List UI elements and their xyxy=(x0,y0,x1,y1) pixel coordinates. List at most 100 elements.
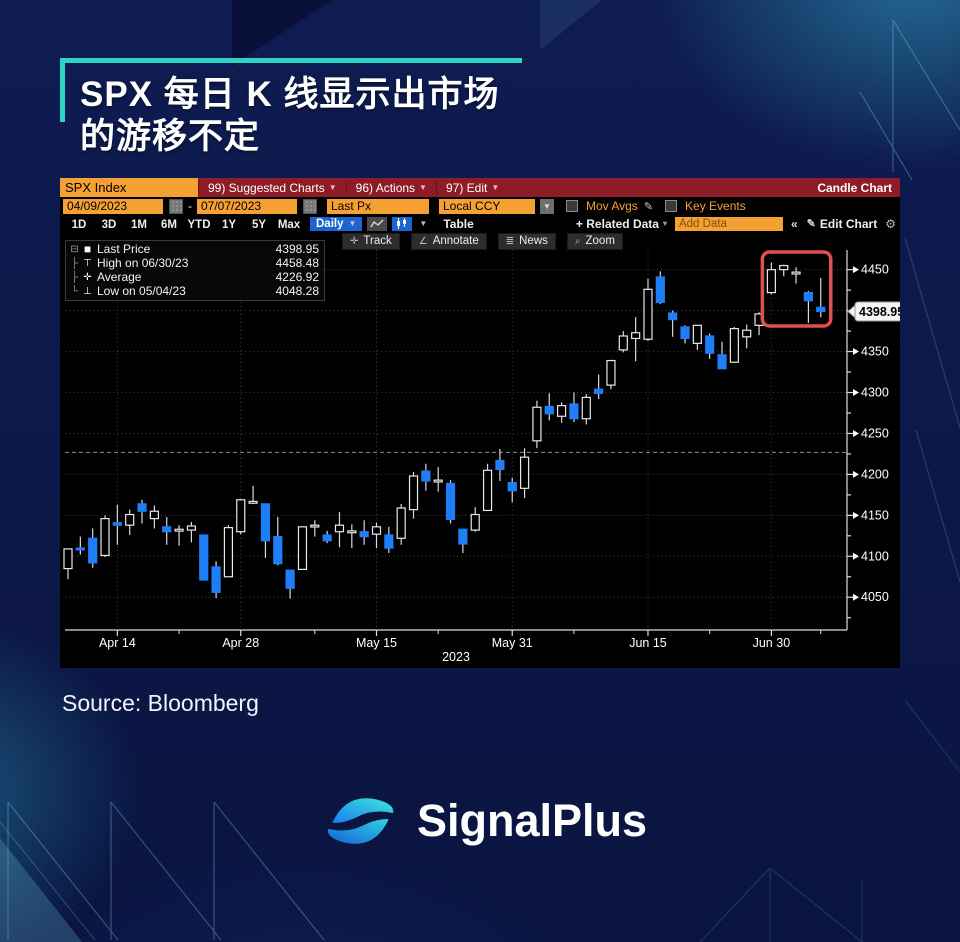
menu-actions[interactable]: 96) Actions ▼ xyxy=(345,180,436,195)
candle-04/14 xyxy=(112,504,122,545)
candle-body xyxy=(248,500,258,504)
candle-04/11 xyxy=(75,536,85,555)
candle-06/08 xyxy=(581,394,591,425)
date-separator: - xyxy=(188,199,192,213)
signalplus-logo-icon xyxy=(327,798,394,844)
candle-body xyxy=(532,406,542,442)
candle-body xyxy=(334,524,345,533)
chart-legend: ⊟ ■ Last Price 4398.95 ├ ⊤ High on 06/30/23 445… xyxy=(65,240,325,301)
range-button-ytd[interactable]: YTD xyxy=(187,218,211,231)
range-button-5y[interactable]: 5Y xyxy=(251,218,267,231)
candle-07/03 xyxy=(779,264,789,277)
candle-05/03 xyxy=(273,516,283,566)
candle-body xyxy=(162,526,172,533)
terminal-range-row: 1D 3D 1M 6M YTD 1Y 5Y Max Daily ▼ ▼ Table + Rela… xyxy=(60,215,900,232)
candle-body xyxy=(384,534,394,549)
calendar-icon[interactable] xyxy=(303,198,317,214)
price-field-select[interactable]: Last Px xyxy=(327,198,429,214)
candle-05/01 xyxy=(248,485,258,504)
collapse-button[interactable]: « xyxy=(790,216,798,231)
title-accent-line xyxy=(60,58,522,63)
candle-body xyxy=(199,534,209,581)
candle-06/07 xyxy=(569,392,579,422)
candle-06/20 xyxy=(668,310,678,337)
candle-body xyxy=(655,276,665,304)
candle-07/07 xyxy=(816,277,826,318)
mov-avgs-checkbox[interactable] xyxy=(566,200,578,212)
tool-zoom-button[interactable]: ⌕ Zoom xyxy=(566,232,623,250)
chevron-down-icon[interactable]: ▼ xyxy=(419,219,428,228)
legend-row-low-on-05-04-23[interactable]: └ ⊥ Low on 05/04/23 4048.28 xyxy=(69,284,319,298)
candle-body xyxy=(125,513,135,526)
range-button-max[interactable]: Max xyxy=(277,218,301,231)
range-button-1m[interactable]: 1M xyxy=(131,218,147,231)
range-button-1d[interactable]: 1D xyxy=(71,218,87,231)
candle-04/25 xyxy=(199,534,209,581)
calendar-icon[interactable] xyxy=(169,198,183,214)
candle-body xyxy=(618,335,628,351)
candle-body xyxy=(482,469,493,512)
add-data-input[interactable]: Add Data xyxy=(674,216,783,231)
legend-value: 4226.92 xyxy=(275,270,319,284)
title-accent-bar xyxy=(60,58,65,122)
legend-row-high-on-06-30-23[interactable]: ├ ⊤ High on 06/30/23 4458.48 xyxy=(69,256,319,270)
candle-body xyxy=(371,526,382,535)
candle-body xyxy=(519,456,530,489)
range-button-1y[interactable]: 1Y xyxy=(221,218,237,231)
candle-06/09 xyxy=(594,374,604,400)
menu-suggested-charts[interactable]: 99) Suggested Charts ▼ xyxy=(198,180,346,195)
line-chart-icon[interactable] xyxy=(367,216,388,231)
candle-body xyxy=(223,527,234,578)
candle-06/12 xyxy=(606,359,616,390)
legend-label: Low on 05/04/23 xyxy=(97,284,186,298)
candle-05/24 xyxy=(458,528,468,554)
brand-footer: SignalPlus xyxy=(0,790,960,852)
tool-label: Zoom xyxy=(585,235,615,247)
pencil-icon[interactable]: ✎ xyxy=(643,200,654,213)
terminal-range-row-right: + Related Data ▾ Add Data « ✎ Edit Chart ⚙ xyxy=(575,216,900,231)
candle-body xyxy=(766,269,776,294)
candle-body xyxy=(260,503,271,542)
gear-icon[interactable]: ⚙ xyxy=(885,216,896,231)
tool-news-button[interactable]: ≣ News xyxy=(497,232,556,250)
candle-body xyxy=(322,534,332,542)
candle-body xyxy=(680,326,690,340)
candle-body xyxy=(347,530,357,534)
menu-edit[interactable]: 97) Edit ▼ xyxy=(435,180,508,195)
legend-row-last-price[interactable]: ⊟ ■ Last Price 4398.95 xyxy=(69,242,319,256)
chevron-down-icon[interactable]: ▼ xyxy=(540,198,554,214)
candle-body xyxy=(408,475,419,511)
candle-body xyxy=(445,482,456,521)
candle-body xyxy=(75,547,85,551)
news-icon: ≣ xyxy=(505,235,515,247)
tool-annotate-button[interactable]: ∠ Annotate xyxy=(410,232,487,250)
candle-chart-area[interactable]: 405041004150420042504300435044004450Apr … xyxy=(60,250,910,664)
candle-06/05 xyxy=(544,393,554,421)
date-from-field[interactable]: 04/09/2023 xyxy=(63,198,163,214)
edit-chart-button[interactable]: ✎ Edit Chart xyxy=(806,216,878,231)
date-to-field[interactable]: 07/07/2023 xyxy=(197,198,297,214)
range-button-3d[interactable]: 3D xyxy=(101,218,117,231)
candle-05/09 xyxy=(322,530,332,544)
candle-04/20 xyxy=(162,516,172,545)
brand-name: SignalPlus xyxy=(416,795,648,846)
candle-04/12 xyxy=(88,528,98,568)
key-events-label: Key Events xyxy=(685,199,746,213)
range-button-6m[interactable]: 6M xyxy=(161,218,177,231)
tool-track-button[interactable]: ✛ Track xyxy=(342,232,400,250)
table-button[interactable]: Table xyxy=(443,216,474,231)
y-tick-label: 4450 xyxy=(861,263,889,277)
related-data-button[interactable]: + Related Data ▾ xyxy=(575,216,667,231)
frequency-select[interactable]: Daily ▼ xyxy=(310,216,363,231)
candle-body xyxy=(507,481,517,492)
candle-06/23 xyxy=(705,333,715,359)
y-tick-label: 4050 xyxy=(861,590,889,604)
candle-chart-icon[interactable] xyxy=(392,216,413,231)
security-field[interactable]: SPX Index xyxy=(60,178,198,197)
x-tick-label: Jun 15 xyxy=(629,636,667,650)
candle-04/24 xyxy=(186,521,197,543)
currency-select[interactable]: Local CCY xyxy=(439,198,535,214)
key-events-checkbox[interactable] xyxy=(665,200,678,212)
legend-value: 4048.28 xyxy=(275,284,319,298)
legend-row-average[interactable]: ├ ✛ Average 4226.92 xyxy=(69,270,319,284)
